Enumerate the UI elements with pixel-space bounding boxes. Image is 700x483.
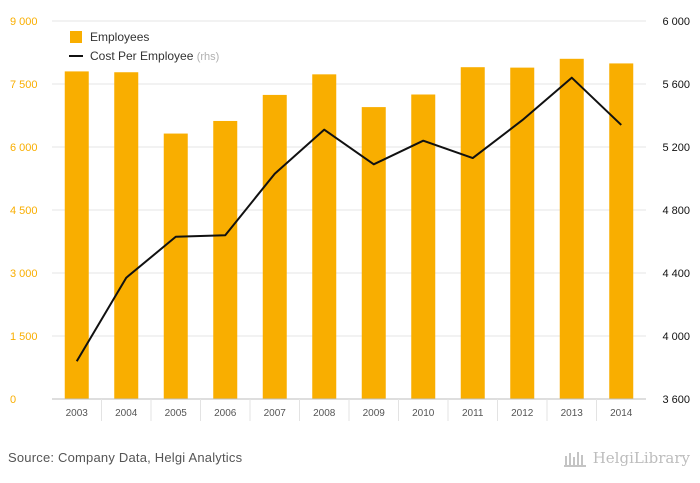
legend-swatch-employees <box>70 31 82 43</box>
library-logo-icon <box>563 452 586 467</box>
left-tick-label: 0 <box>10 394 16 406</box>
left-tick-label: 1 500 <box>10 331 38 343</box>
right-tick-label: 4 800 <box>662 205 690 217</box>
bar-employees <box>312 74 337 399</box>
right-tick-label: 5 200 <box>662 142 690 154</box>
x-tick-label: 2013 <box>561 408 584 419</box>
bars <box>64 58 634 400</box>
bar-employees <box>114 72 139 400</box>
legend-label-employees: Employees <box>90 30 149 44</box>
right-tick-label: 6 000 <box>662 16 690 28</box>
right-tick-label: 4 000 <box>662 331 690 343</box>
bar-employees <box>361 107 386 399</box>
line-series <box>75 76 622 362</box>
brand: HelgiLibrary <box>563 448 690 468</box>
x-tick-label: 2003 <box>66 408 89 419</box>
bar-employees <box>213 120 238 400</box>
x-tick-label: 2010 <box>412 408 435 419</box>
chart-svg: 0 1 500 3 000 4 500 6 000 7 500 9 000 3 600 4 00… <box>10 16 690 421</box>
bar-employees <box>163 133 188 399</box>
left-tick-label: 3 000 <box>10 268 38 280</box>
right-tick-label: 5 600 <box>662 79 690 91</box>
bar-employees <box>64 71 89 400</box>
bar-employees <box>609 63 634 400</box>
chart: 0 1 500 3 000 4 500 6 000 7 500 9 000 3 600 4 00… <box>10 16 690 421</box>
left-tick-label: 9 000 <box>10 16 38 28</box>
x-tick-label: 2009 <box>363 408 386 419</box>
x-tick-label: 2006 <box>214 408 237 419</box>
bar-employees <box>510 67 535 400</box>
x-tick-label: 2007 <box>264 408 287 419</box>
bar-employees <box>559 58 584 400</box>
axes: 0 1 500 3 000 4 500 6 000 7 500 9 000 3 600 4 00… <box>10 16 690 421</box>
footer: Source: Company Data, Helgi Analytics He… <box>0 440 700 483</box>
left-tick-label: 4 500 <box>10 205 38 217</box>
bar-employees <box>460 67 485 399</box>
gridlines <box>52 20 646 337</box>
left-tick-label: 6 000 <box>10 142 38 154</box>
x-tick-label: 2008 <box>313 408 336 419</box>
x-tick-label: 2012 <box>511 408 534 419</box>
right-tick-label: 4 400 <box>662 268 690 280</box>
line-cost-per-employee <box>75 76 622 362</box>
x-tick-label: 2004 <box>115 408 138 419</box>
legend: Employees Cost Per Employee (rhs) <box>69 30 219 63</box>
brand-name: HelgiLibrary <box>592 449 690 467</box>
left-tick-label: 7 500 <box>10 79 38 91</box>
x-tick-label: 2005 <box>165 408 188 419</box>
right-tick-label: 3 600 <box>662 394 690 406</box>
x-tick-label: 2011 <box>462 408 484 419</box>
bar-employees <box>262 94 287 400</box>
source-note: Source: Company Data, Helgi Analytics <box>8 450 243 465</box>
legend-label-cost-per-employee: Cost Per Employee (rhs) <box>90 49 219 63</box>
x-tick-label: 2014 <box>610 408 633 419</box>
